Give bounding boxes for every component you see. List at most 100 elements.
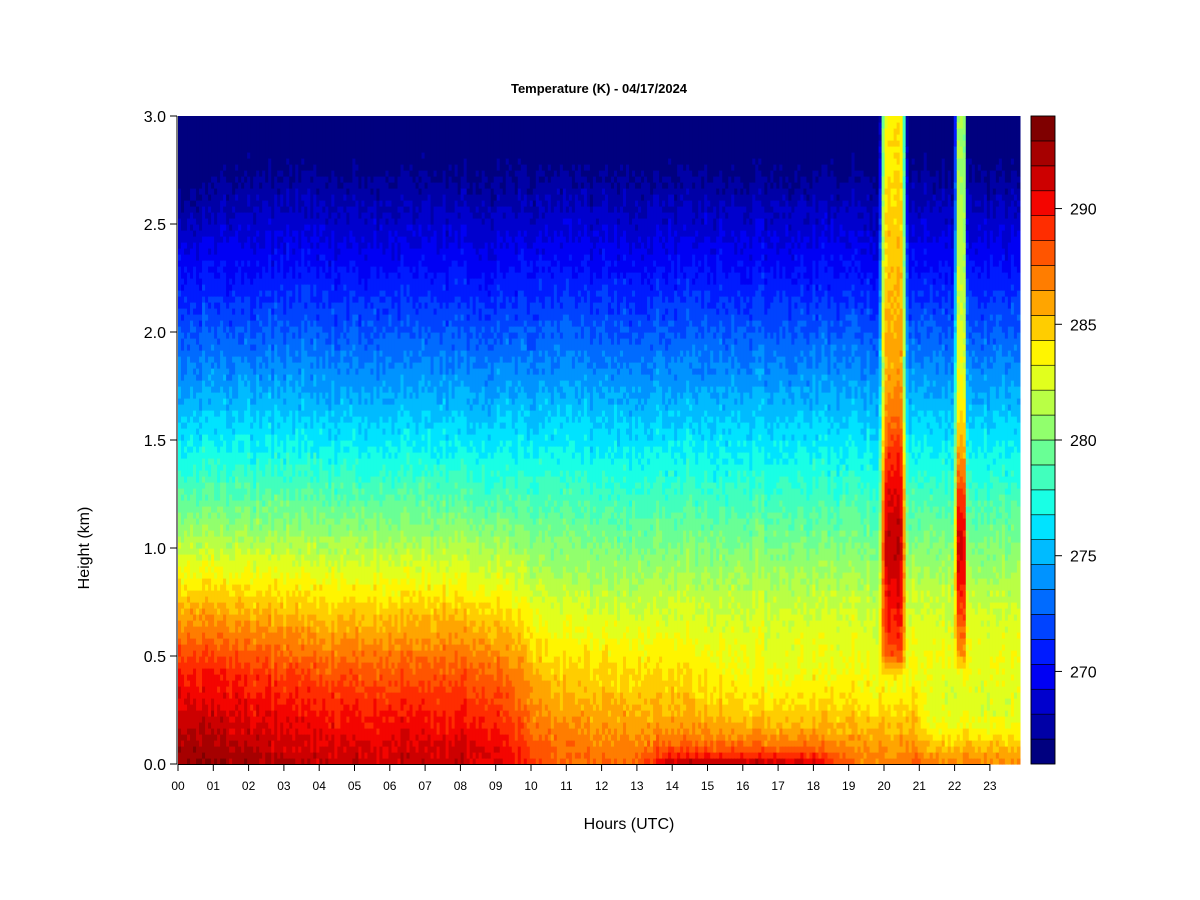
heat-cell — [379, 350, 384, 357]
heat-cell — [184, 494, 188, 519]
heat-cell — [457, 212, 462, 219]
heat-cell — [304, 476, 308, 489]
heat-cell — [493, 620, 498, 627]
heat-cell — [307, 734, 311, 759]
heat-cell — [199, 272, 203, 279]
heat-cell — [418, 566, 423, 573]
heat-cell — [319, 548, 323, 555]
heat-cell — [439, 680, 444, 717]
heat-cell — [277, 398, 281, 411]
heat-cell — [400, 116, 405, 165]
heat-cell — [247, 398, 251, 435]
heat-cell — [415, 710, 420, 735]
heat-cell — [394, 650, 399, 669]
heat-cell — [202, 236, 206, 261]
heat-cell — [256, 644, 260, 657]
heat-cell — [553, 740, 558, 747]
heat-cell — [193, 590, 197, 603]
heat-cell — [178, 356, 182, 387]
heat-cell — [472, 632, 477, 639]
heat-cell — [316, 626, 320, 633]
heat-cell — [502, 656, 507, 687]
heat-cell — [364, 350, 369, 363]
heat-cell — [376, 452, 381, 477]
heat-cell — [355, 368, 360, 375]
heat-cell — [277, 302, 281, 321]
heat-cell — [370, 722, 375, 729]
heat-cell — [298, 590, 302, 603]
heat-cell — [454, 320, 459, 327]
heat-cell — [532, 188, 537, 201]
heat-cell — [502, 194, 507, 207]
heat-cell — [550, 242, 555, 267]
heat-cell — [421, 680, 426, 699]
heat-cell — [295, 602, 299, 627]
heat-cell — [199, 422, 203, 429]
heat-cell — [262, 542, 266, 555]
heat-cell — [535, 362, 540, 369]
heat-cell — [496, 536, 501, 555]
heat-cell — [406, 542, 411, 549]
heat-cell — [268, 488, 272, 501]
heat-cell — [220, 758, 224, 765]
heat-cell — [403, 362, 408, 369]
heat-cell — [217, 602, 221, 609]
heat-cell — [364, 440, 369, 453]
heat-cell — [538, 182, 543, 201]
heat-cell — [274, 344, 278, 375]
heat-cell — [553, 512, 558, 537]
heat-cell — [244, 434, 248, 477]
heat-cell — [418, 548, 423, 561]
heat-cell — [247, 650, 251, 663]
heat-cell — [211, 650, 215, 669]
heat-cell — [541, 242, 546, 249]
heat-cell — [454, 452, 459, 471]
heat-cell — [271, 686, 275, 711]
heat-cell — [331, 410, 335, 417]
heat-cell — [379, 470, 384, 483]
heat-cell — [478, 116, 483, 183]
heat-cell — [388, 398, 393, 405]
heat-cell — [358, 620, 363, 627]
heat-cell — [310, 458, 314, 471]
heat-cell — [250, 470, 254, 501]
heat-cell — [289, 722, 293, 729]
heat-cell — [280, 230, 284, 237]
heat-cell — [535, 632, 540, 639]
heat-cell — [424, 656, 429, 693]
heat-cell — [181, 542, 185, 555]
heat-cell — [376, 278, 381, 297]
heat-cell — [325, 680, 329, 711]
heat-cell — [505, 650, 510, 657]
heat-cell — [331, 536, 335, 567]
heat-cell — [382, 434, 387, 459]
heat-cell — [394, 272, 399, 291]
heat-cell — [295, 488, 299, 513]
heat-cell — [433, 356, 438, 387]
heat-cell — [502, 722, 507, 735]
heat-cell — [202, 716, 206, 753]
heat-cell — [514, 236, 519, 243]
heat-cell — [364, 290, 369, 309]
heat-cell — [244, 296, 248, 333]
heat-cell — [316, 584, 320, 609]
heat-cell — [403, 296, 408, 333]
heat-cell — [523, 194, 528, 207]
heat-cell — [439, 350, 444, 357]
heat-cell — [271, 596, 275, 627]
heat-cell — [265, 116, 269, 183]
heat-cell — [544, 296, 549, 321]
heat-cells — [178, 116, 1021, 765]
heat-cell — [325, 740, 329, 747]
heat-cell — [511, 302, 516, 309]
heat-cell — [517, 698, 522, 717]
heat-cell — [484, 422, 489, 459]
heat-cell — [514, 170, 519, 177]
heat-cell — [241, 590, 245, 603]
heat-cell — [418, 380, 423, 423]
heat-cell — [400, 194, 405, 201]
heat-cell — [502, 740, 507, 747]
heat-cell — [247, 116, 251, 153]
heat-cell — [193, 242, 197, 267]
heat-cell — [325, 218, 329, 225]
